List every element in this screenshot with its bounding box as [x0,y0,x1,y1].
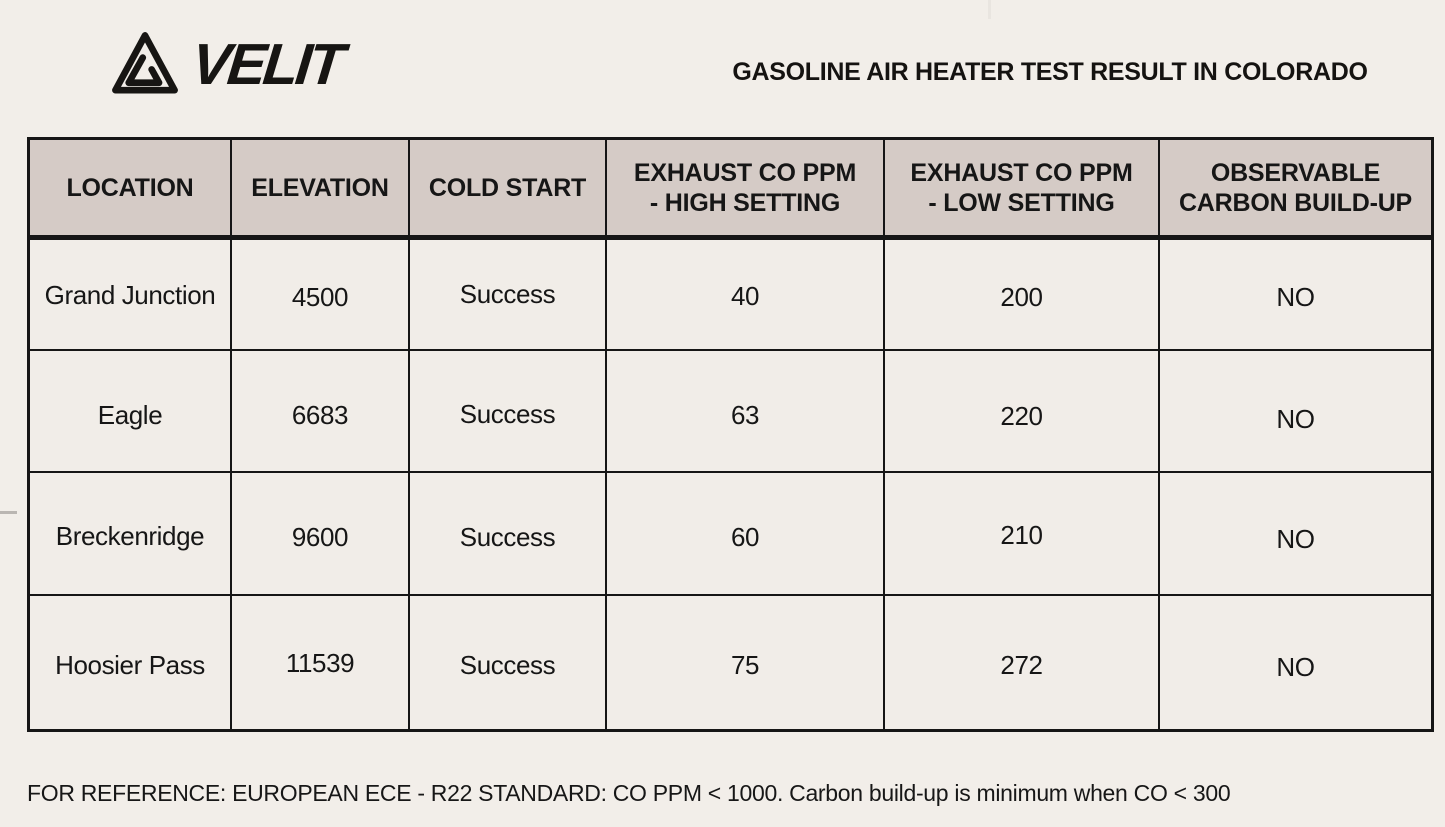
brand-logo: VELIT [108,28,349,102]
reference-note: FOR REFERENCE: EUROPEAN ECE - R22 STANDA… [27,780,1231,806]
cell-co-high: 63 [607,351,885,473]
velit-triangle-logo-icon [108,28,182,102]
page-title: GASOLINE AIR HEATER TEST RESULT IN COLOR… [732,58,1368,86]
column-header-co-high: EXHAUST CO PPM - HIGH SETTING [607,140,885,240]
cell-location: Breckenridge [30,473,232,596]
cell-carbon-buildup: NO [1160,351,1431,473]
cell-co-low: 210 [885,473,1160,596]
column-header-location: LOCATION [30,140,232,240]
left-edge-artifact [0,511,17,514]
cell-co-low: 272 [885,596,1160,729]
cell-co-high: 75 [607,596,885,729]
column-header-co-low: EXHAUST CO PPM - LOW SETTING [885,140,1160,240]
column-header-carbon-buildup: OBSERVABLE CARBON BUILD-UP [1160,140,1431,240]
top-edge-artifact [988,0,991,19]
cell-location: Hoosier Pass [30,596,232,729]
column-header-elevation: ELEVATION [232,140,410,240]
cell-elevation: 11539 [232,596,410,729]
cell-carbon-buildup: NO [1160,240,1431,351]
cell-elevation: 6683 [232,351,410,473]
cell-cold-start: Success [410,473,607,596]
cell-elevation: 9600 [232,473,410,596]
cell-co-low: 220 [885,351,1160,473]
column-header-cold-start: COLD START [410,140,607,240]
cell-elevation: 4500 [232,240,410,351]
cell-cold-start: Success [410,351,607,473]
cell-cold-start: Success [410,596,607,729]
cell-co-low: 200 [885,240,1160,351]
cell-co-high: 40 [607,240,885,351]
test-results-table: LOCATION ELEVATION COLD START EXHAUST CO… [27,137,1434,732]
cell-carbon-buildup: NO [1160,596,1431,729]
cell-carbon-buildup: NO [1160,473,1431,596]
cell-co-high: 60 [607,473,885,596]
brand-name: VELIT [188,32,345,97]
cell-location: Eagle [30,351,232,473]
cell-location: Grand Junction [30,240,232,351]
cell-cold-start: Success [410,240,607,351]
